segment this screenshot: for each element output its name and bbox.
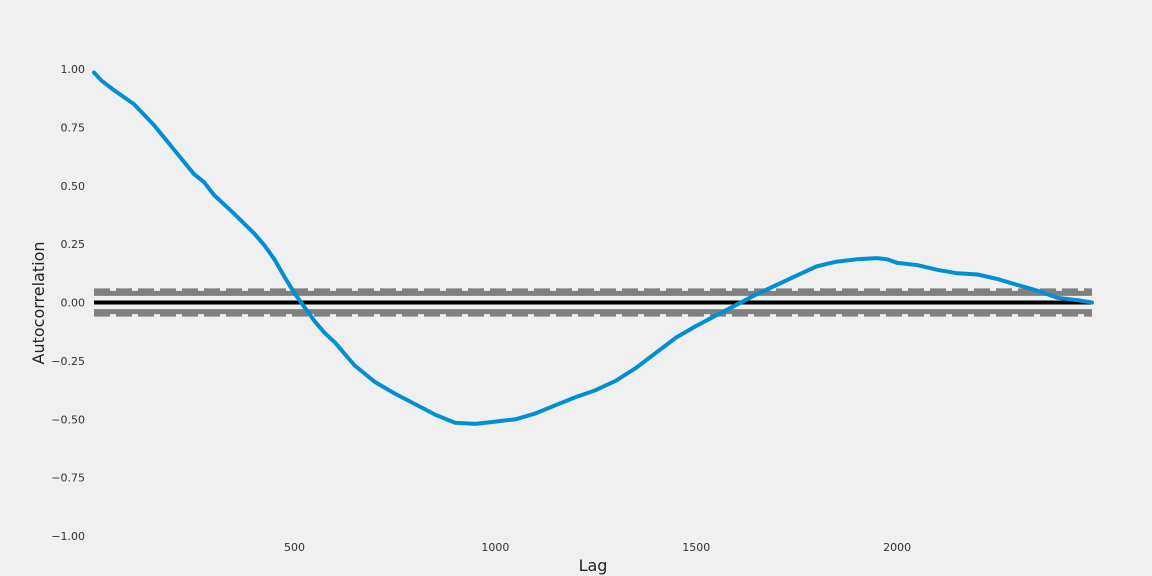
- x-axis-label: Lag: [579, 556, 608, 575]
- y-axis-ticks: 1.00 0.75 0.50 0.25 0.00 −0.25 −0.50 −0.75 −1.00: [51, 63, 85, 543]
- y-tick-label: 0.00: [61, 297, 86, 310]
- x-tick-label: 2000: [883, 541, 911, 554]
- x-tick-label: 1000: [481, 541, 509, 554]
- y-tick-label: −0.50: [51, 413, 85, 426]
- y-tick-label: 0.50: [61, 180, 86, 193]
- y-tick-label: 1.00: [61, 63, 86, 76]
- autocorrelation-series-line: [92, 70, 1094, 426]
- x-tick-label: 1500: [682, 541, 710, 554]
- x-axis-ticks: 500 1000 1500 2000: [284, 541, 911, 554]
- y-tick-label: −0.75: [51, 472, 85, 485]
- y-tick-label: 0.75: [61, 121, 86, 134]
- y-axis-label: Autocorrelation: [29, 242, 48, 365]
- x-tick-label: 500: [284, 541, 305, 554]
- series-layer: [92, 70, 1094, 426]
- y-tick-label: −0.25: [51, 355, 85, 368]
- y-tick-label: 0.25: [61, 238, 86, 251]
- confidence-band-lines: [94, 288, 1092, 317]
- y-tick-label: −1.00: [51, 530, 85, 543]
